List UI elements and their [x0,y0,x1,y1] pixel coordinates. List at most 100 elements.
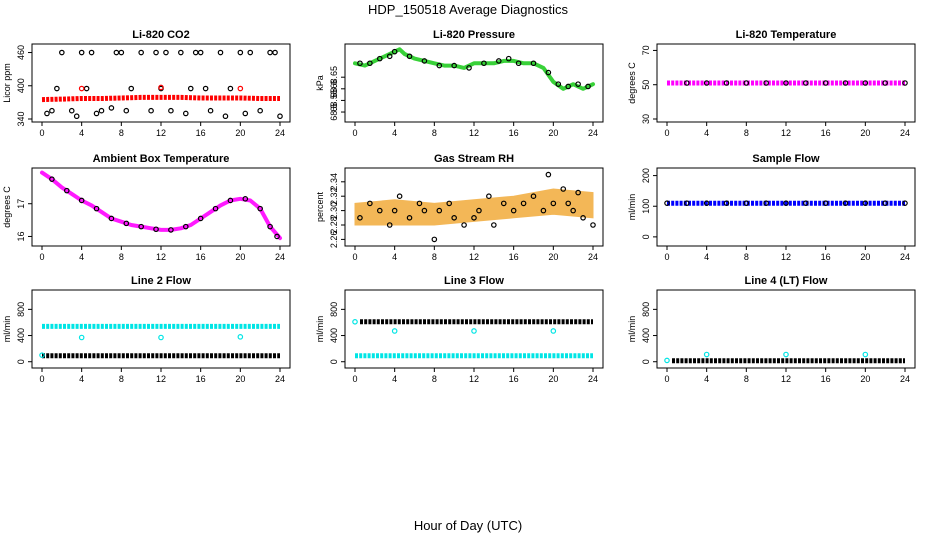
x-tick-label: 8 [744,252,749,262]
panel-pressure: Li-820 Pressure kPa 0 4 8 12 16 20 24 68.568.5568… [315,29,604,138]
data-point [743,200,750,206]
data-point [182,110,189,117]
plot-frame [31,43,291,123]
x-tick-label: 16 [196,374,206,384]
x-tick-label: 20 [860,374,870,384]
y-axis-label: ml/min [315,316,325,343]
x-tick-label: 24 [588,252,598,262]
data-point [783,80,789,86]
data-point [357,60,363,67]
data-point [580,215,586,221]
data-point [803,200,809,206]
data-point [217,49,224,56]
plot-frame [656,167,916,247]
data-point [123,220,130,227]
data-point [723,80,730,86]
x-tick-label: 24 [275,128,285,138]
x-tick-label: 4 [79,252,84,262]
data-point [391,48,398,55]
data-point [416,200,423,207]
data-point [182,223,189,230]
y-tick-label: 0 [641,234,651,239]
data-point [277,113,283,120]
y-tick-label: 400 [641,328,651,343]
x-tick-label: 8 [432,374,437,384]
data-point [138,49,144,56]
x-tick-label: 0 [352,374,357,384]
data-point [545,171,552,178]
data-point [93,110,100,117]
x-tick-label: 12 [469,128,479,138]
panel-title: Ambient Box Temperature [93,153,230,165]
y-tick-label: 0 [16,359,26,364]
y-tick-label: 50 [641,80,651,90]
series-line [40,170,282,241]
data-point [461,222,467,228]
data-point [153,226,159,233]
x-tick-label: 4 [704,252,709,262]
data-point [178,49,184,56]
panel-temperature: Li-820 Temperature degrees C 0 4 8 12 16 20 24 30… [627,29,916,138]
data-point [505,55,512,62]
data-point [54,85,60,92]
data-point [367,60,373,67]
x-tick-label: 24 [900,128,910,138]
y-tick-label: 70 [641,45,651,55]
data-point [168,227,174,233]
x-tick-label: 0 [39,374,44,384]
series-dense [41,94,280,103]
x-tick-label: 4 [392,374,397,384]
y-tick-label: 460 [16,45,26,60]
y-tick-label: 2.34 [329,173,339,191]
data-point [352,318,358,325]
panel-title: Line 2 Flow [131,275,191,287]
data-point [421,207,428,214]
data-point [570,207,576,214]
data-point [168,107,174,114]
x-tick-label: 16 [196,128,206,138]
y-tick-label: 0 [641,359,651,364]
data-point [391,207,398,214]
x-tick-label: 20 [235,252,245,262]
y-tick-label: 100 [641,199,651,214]
x-tick-label: 4 [704,374,709,384]
x-tick-label: 16 [509,128,519,138]
x-tick-label: 4 [392,128,397,138]
data-point [391,328,398,334]
data-point [59,49,65,56]
x-tick-label: 12 [156,128,166,138]
y-tick-label: 0 [329,359,339,364]
data-point [192,49,199,56]
data-point [451,215,457,221]
y-axis-label: Licor ppm [2,63,12,103]
data-point [227,85,234,92]
x-tick-label: 0 [39,252,44,262]
data-point [476,207,482,214]
data-point [822,200,829,206]
x-tick-label: 0 [352,252,357,262]
data-point [555,81,562,87]
x-tick-label: 4 [392,252,397,262]
data-point [267,223,273,230]
x-tick-label: 8 [744,128,749,138]
x-tick-label: 4 [79,374,84,384]
data-point [545,69,552,76]
panel-line3: Line 3 Flow ml/min 0 4 8 12 16 20 24 0 400 800 [315,275,604,384]
x-tick-label: 8 [744,374,749,384]
data-point [267,49,273,56]
data-point [237,334,244,340]
y-tick-label: 2.30 [329,202,339,220]
data-point [257,205,263,212]
y-axis-label: percent [315,191,325,222]
panel-title: Sample Flow [752,153,820,165]
x-axis-title: Hour of Day (UTC) [413,518,523,533]
x-tick-label: 24 [588,128,598,138]
data-point [565,200,572,207]
x-tick-label: 16 [509,252,519,262]
x-tick-label: 4 [704,128,709,138]
data-point [222,113,229,120]
panel-line2: Line 2 Flow ml/min 0 4 8 12 16 20 24 0 400 800 [2,275,291,384]
y-tick-label: 200 [641,168,651,183]
data-point [703,351,710,358]
x-tick-label: 20 [860,128,870,138]
